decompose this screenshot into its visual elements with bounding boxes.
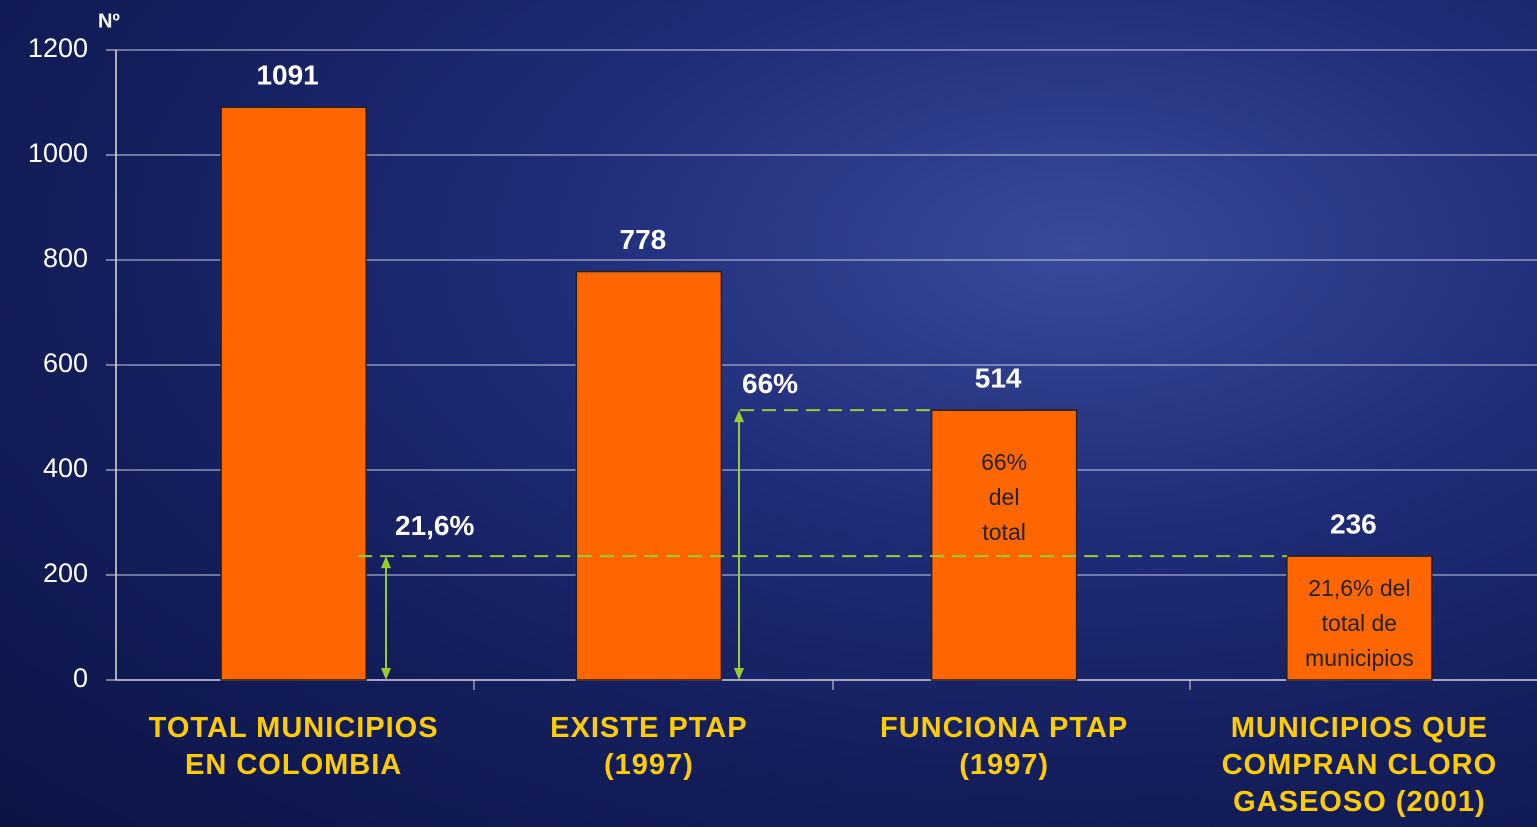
y-tick-label: 800 <box>43 243 88 273</box>
bar <box>1286 555 1433 681</box>
bar-note: 66% del total <box>981 449 1028 546</box>
bar <box>220 106 367 681</box>
data-label: 514 <box>975 363 1022 394</box>
x-tick-label: MUNICIPIOS QUE COMPRAN CLORO GASEOSO (20… <box>1221 712 1498 818</box>
annotation: 21,6% <box>395 510 475 541</box>
bar <box>930 409 1078 681</box>
x-tick-label: FUNCIONA PTAP (1997) <box>880 712 1129 781</box>
y-tick-label: 600 <box>43 348 88 378</box>
bar <box>575 270 723 681</box>
annotation: 66% <box>742 368 799 399</box>
data-label: 1091 <box>256 60 318 91</box>
y-axis-label: Nº <box>98 10 120 32</box>
y-tick-label: 1000 <box>28 138 88 168</box>
data-label: 778 <box>620 224 667 255</box>
x-tick-label: EXISTE PTAP (1997) <box>550 712 748 781</box>
y-tick-label: 400 <box>43 453 88 483</box>
data-label: 236 <box>1330 508 1377 539</box>
bar-note: 21,6% del total de municipios <box>1305 575 1414 672</box>
y-tick-label: 0 <box>73 663 88 693</box>
y-tick-label: 200 <box>43 558 88 588</box>
x-tick-label: TOTAL MUNICIPIOS EN COLOMBIA <box>148 712 439 781</box>
y-tick-label: 1200 <box>28 33 88 63</box>
